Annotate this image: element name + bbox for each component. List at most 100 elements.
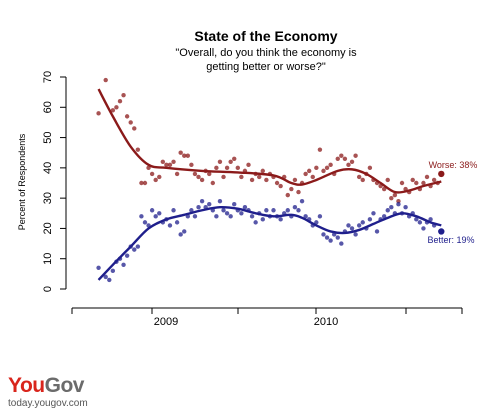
y-tick-label: 70 bbox=[42, 71, 54, 83]
worse-point bbox=[335, 156, 340, 161]
worse-point bbox=[167, 162, 173, 168]
worse-point bbox=[196, 174, 201, 180]
better-point bbox=[417, 220, 423, 225]
better-point bbox=[421, 226, 426, 231]
better-point bbox=[381, 214, 387, 219]
worse-point bbox=[114, 105, 119, 110]
better-point bbox=[171, 208, 176, 213]
worse-point bbox=[228, 159, 233, 164]
better-point bbox=[360, 220, 365, 225]
better-point bbox=[224, 211, 230, 216]
logo-you: You bbox=[8, 374, 45, 397]
worse-point bbox=[360, 177, 365, 183]
worse-point bbox=[185, 153, 191, 158]
chart-subtitle-line-1: "Overall, do you think the economy is bbox=[175, 47, 357, 59]
x-axis bbox=[71, 307, 463, 314]
better-trend-line bbox=[97, 205, 442, 281]
worse-point bbox=[414, 180, 419, 186]
worse-point bbox=[260, 168, 265, 174]
y-tick-label: 60 bbox=[42, 101, 54, 113]
worse-point bbox=[328, 162, 333, 168]
worse-point bbox=[424, 174, 430, 180]
chart-subtitle-line-2: getting better or worse?" bbox=[206, 61, 326, 73]
worse-latest-point bbox=[438, 170, 445, 178]
better-point bbox=[253, 220, 258, 225]
worse-point bbox=[321, 168, 326, 174]
worse-point bbox=[396, 198, 401, 204]
worse-point bbox=[399, 180, 405, 186]
worse-point bbox=[164, 162, 169, 168]
better-point bbox=[403, 205, 408, 210]
worse-point bbox=[174, 171, 180, 177]
better-point bbox=[296, 208, 301, 213]
worse-point bbox=[110, 108, 116, 113]
worse-point bbox=[367, 165, 373, 171]
worse-point bbox=[160, 159, 166, 164]
worse-point bbox=[339, 153, 344, 158]
better-point bbox=[303, 214, 308, 219]
worse-point bbox=[356, 174, 362, 180]
better-point bbox=[324, 235, 330, 240]
y-tick-label: 50 bbox=[42, 131, 54, 143]
worse-point bbox=[178, 150, 183, 155]
worse-point bbox=[381, 186, 387, 192]
better-point bbox=[249, 214, 255, 219]
better-point bbox=[299, 198, 305, 204]
better-point bbox=[396, 202, 401, 207]
source-url: today.yougov.com bbox=[8, 398, 88, 409]
worse-point bbox=[117, 99, 123, 104]
better-point bbox=[228, 214, 233, 219]
worse-point bbox=[431, 177, 437, 183]
better-point bbox=[142, 220, 148, 225]
worse-point bbox=[349, 159, 355, 164]
better-point bbox=[264, 208, 269, 213]
x-tick-label-2009: 2009 bbox=[154, 316, 178, 328]
better-point bbox=[389, 205, 394, 210]
y-tick-label: 10 bbox=[42, 253, 54, 265]
better-point bbox=[339, 241, 344, 246]
better-point bbox=[239, 211, 244, 216]
better-point bbox=[107, 277, 112, 283]
better-point bbox=[153, 214, 158, 219]
better-point bbox=[353, 232, 358, 237]
worse-point bbox=[342, 156, 348, 161]
worse-point bbox=[128, 120, 133, 125]
worse-end-label: Worse: 38% bbox=[429, 160, 478, 170]
worse-point bbox=[157, 174, 162, 180]
worse-point bbox=[210, 180, 216, 186]
better-point bbox=[207, 202, 212, 207]
better-point bbox=[367, 217, 373, 222]
better-point bbox=[385, 208, 390, 213]
better-point bbox=[292, 205, 298, 210]
better-point bbox=[132, 247, 137, 252]
worse-point bbox=[149, 171, 155, 177]
worse-point bbox=[307, 168, 312, 174]
better-latest-point bbox=[438, 228, 445, 235]
chart-title: State of the Economy bbox=[194, 28, 337, 44]
better-point bbox=[349, 226, 355, 231]
worse-point bbox=[235, 165, 240, 171]
better-point bbox=[278, 217, 283, 222]
worse-point bbox=[124, 114, 130, 119]
better-point bbox=[182, 229, 187, 234]
better-point bbox=[149, 208, 155, 213]
better-point bbox=[167, 223, 173, 228]
x-tick-label-2010: 2010 bbox=[314, 316, 338, 328]
worse-point bbox=[285, 192, 290, 198]
y-tick-label: 30 bbox=[42, 192, 54, 204]
better-point bbox=[328, 238, 333, 243]
better-point bbox=[346, 223, 351, 228]
worse-point bbox=[264, 177, 269, 183]
better-point bbox=[121, 262, 126, 267]
worse-point bbox=[278, 183, 283, 189]
better-point bbox=[178, 232, 183, 237]
worse-point bbox=[182, 153, 187, 158]
better-point bbox=[96, 265, 101, 270]
worse-point bbox=[192, 171, 198, 177]
worse-point bbox=[392, 192, 398, 198]
better-point bbox=[314, 220, 319, 225]
worse-point bbox=[421, 180, 426, 186]
worse-point bbox=[303, 171, 308, 177]
worse-point bbox=[314, 165, 319, 171]
better-point bbox=[103, 274, 108, 280]
